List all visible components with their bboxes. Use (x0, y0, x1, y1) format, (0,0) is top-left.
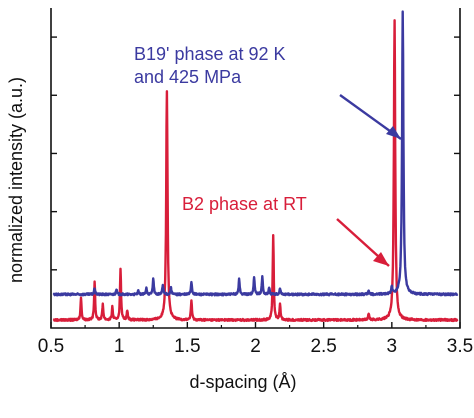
annotation-b19-arrowhead (386, 126, 401, 139)
x-tick-label: 1 (114, 336, 125, 357)
x-tick-label: 3.5 (447, 336, 473, 357)
series-b2-line (52, 19, 459, 323)
series-b19-line (52, 10, 459, 297)
y-axis-label: normalized intensity (a.u.) (6, 77, 26, 283)
x-tick-label: 2 (250, 336, 261, 357)
x-tick-label: 2.5 (310, 336, 336, 357)
annotation-b19-line1: B19' phase at 92 K (134, 44, 286, 64)
x-tick-label: 0.5 (38, 336, 64, 357)
annotation-b19-line2: and 425 MPa (134, 67, 242, 87)
y-axis-ticks (51, 36, 460, 271)
x-axis-label: d-spacing (Å) (189, 372, 296, 392)
annotation-b2-arrowhead (373, 252, 389, 266)
annotation-b2: B2 phase at RT (182, 194, 307, 214)
x-tick-label: 1.5 (174, 336, 200, 357)
x-tick-label: 3 (387, 336, 398, 357)
x-axis-ticks: 0.5 1 1.5 2 2.5 3 3.5 (38, 322, 473, 357)
